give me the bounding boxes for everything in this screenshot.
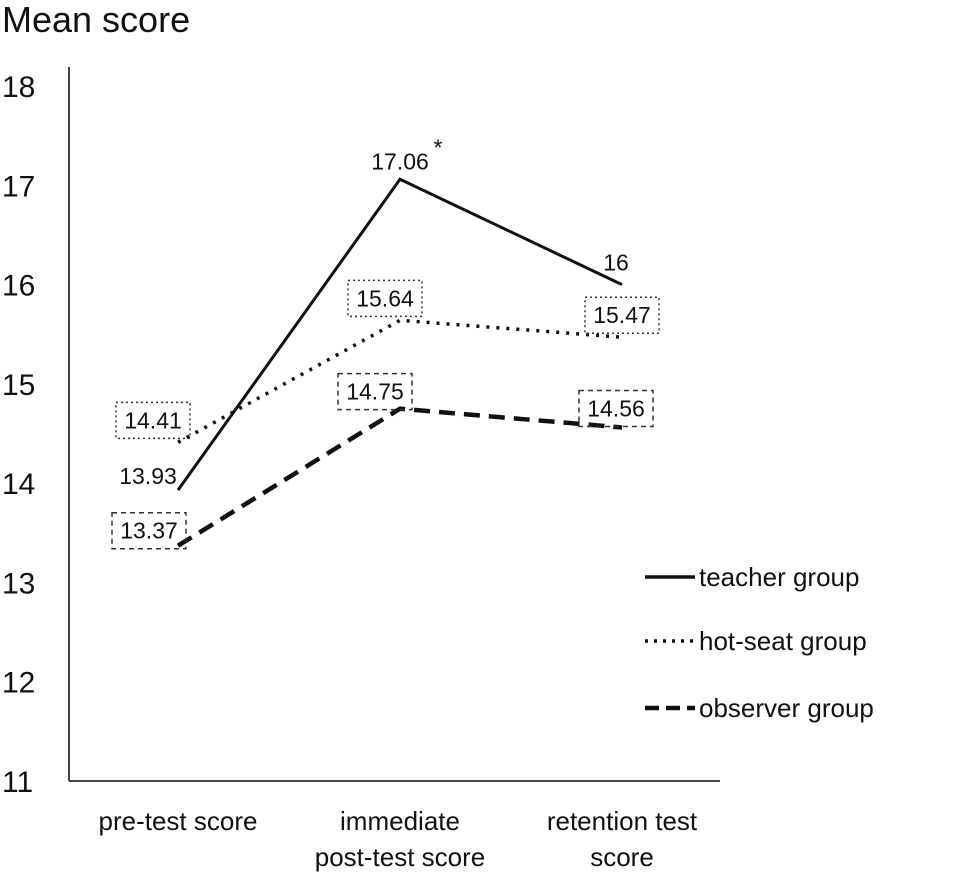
x-category-label: score: [590, 842, 654, 872]
x-category-label: post-test score: [315, 842, 486, 872]
x-category-label: immediate: [340, 806, 460, 836]
data-label: 14.41: [124, 407, 182, 433]
y-tick-label: 14: [2, 468, 35, 501]
series-line-teacher-group: [176, 177, 623, 491]
y-tick-label: 12: [2, 667, 35, 700]
legend-label: teacher group: [699, 562, 859, 592]
legend: teacher group hot-seat group observer grou…: [645, 562, 874, 723]
data-label: 13.93: [119, 463, 177, 489]
series-line-observer-group: [176, 406, 623, 548]
data-labels: 13.93 17.06 16 * 14.41 15.64 15.47 13.37 14.75 14…: [111, 134, 660, 550]
y-tick-label: 15: [2, 369, 35, 402]
series-line-hot-seat-group: [177, 318, 623, 444]
data-label-box: [347, 279, 423, 318]
data-label: 15.64: [356, 285, 414, 311]
y-tick-label: 13: [2, 567, 35, 600]
y-tick-label: 18: [2, 71, 35, 104]
data-label-box: [115, 401, 191, 440]
significance-marker: *: [434, 134, 443, 160]
x-category-labels: pre-test score immediate post-test score re…: [99, 806, 698, 872]
legend-label: observer group: [699, 693, 874, 723]
y-tick-label: 17: [2, 170, 35, 203]
data-label-box: [578, 389, 654, 428]
data-label-box: [111, 511, 187, 550]
x-category-label: pre-test score: [99, 806, 258, 836]
y-axis-title: Mean score: [2, 0, 190, 40]
y-tick-label: 16: [2, 270, 35, 303]
series-lines: [176, 177, 623, 548]
data-label: 14.75: [346, 379, 404, 405]
data-label-box: [584, 296, 660, 334]
data-label: 14.56: [587, 396, 645, 422]
data-label: 13.37: [120, 518, 178, 544]
data-label-box: [337, 372, 413, 411]
legend-label: hot-seat group: [699, 626, 867, 656]
y-tick-label: 11: [2, 766, 33, 799]
x-category-label: retention test: [547, 806, 698, 836]
data-label: 16: [603, 250, 629, 276]
data-label: 15.47: [593, 302, 651, 328]
y-tick-labels: 11 12 13 14 15 16 17 18: [2, 71, 35, 799]
data-label: 17.06: [371, 148, 429, 174]
